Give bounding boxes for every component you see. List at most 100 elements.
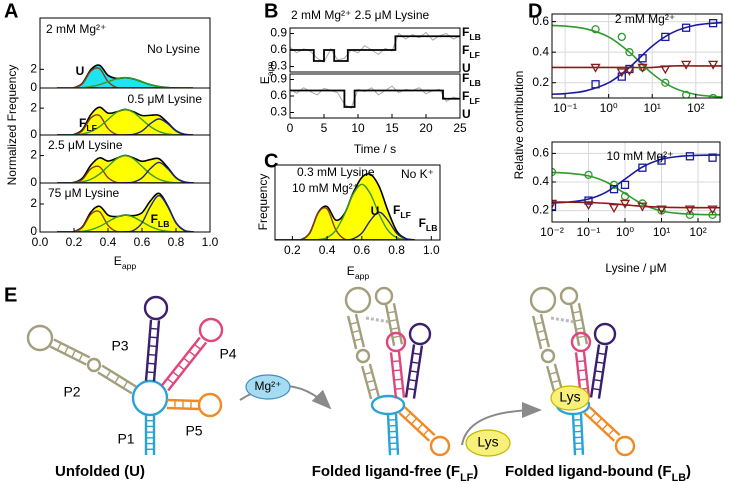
- base-pair: [549, 371, 558, 375]
- base-pair: [366, 379, 375, 384]
- junction-loop: [131, 379, 169, 417]
- stem-label: P1: [117, 431, 134, 447]
- fit-component: [57, 210, 193, 232]
- x-tick-label: 1.0: [423, 243, 440, 257]
- state-caption-part: Folded ligand-free (F: [312, 463, 460, 480]
- stem-label: P5: [185, 423, 202, 439]
- base-pair: [594, 370, 604, 373]
- subplot-title: No Lysine: [147, 42, 200, 56]
- base-pair: [408, 379, 417, 382]
- stem-strand: [577, 303, 589, 345]
- point: [552, 199, 558, 209]
- state-caption-part: ): [686, 463, 691, 480]
- base-pair: [597, 352, 606, 356]
- point: [608, 204, 620, 214]
- annotation: No K⁺: [401, 167, 434, 181]
- component-label-part: F: [79, 116, 86, 130]
- stem-strand: [389, 352, 398, 399]
- point: [681, 23, 691, 32]
- state-label-part: LB: [469, 32, 481, 42]
- base-pair: [411, 361, 420, 364]
- base-pair: [593, 379, 602, 382]
- stem-strand: [398, 412, 431, 442]
- point: [638, 163, 647, 172]
- tertiary-contact: [550, 316, 576, 324]
- point: [638, 54, 647, 63]
- point: [625, 48, 634, 57]
- base-pair: [577, 335, 586, 339]
- axes-frame: [289, 73, 461, 119]
- state-caption-part: Folded ligand-bound (F: [505, 463, 672, 480]
- axes-frame: [274, 164, 441, 241]
- state-caption-part: LB: [672, 472, 687, 484]
- base-pair: [391, 360, 401, 363]
- base-pair: [575, 327, 584, 331]
- base-pair: [578, 378, 588, 381]
- y-tick-label: 0.6: [532, 146, 549, 160]
- state-label-part: F: [462, 25, 469, 39]
- state-label: U: [462, 61, 471, 75]
- fit-component: [57, 165, 193, 183]
- point: [609, 184, 619, 194]
- step-fit: [290, 35, 460, 62]
- fit-component: [57, 154, 193, 183]
- base-pair: [78, 353, 84, 362]
- base-pair: [536, 329, 546, 334]
- x-tick-label: 0.4: [100, 235, 117, 249]
- base-pair: [147, 362, 156, 365]
- fit-component: [57, 67, 193, 88]
- fit-component: [57, 114, 193, 135]
- fit-component: [275, 211, 415, 240]
- point: [708, 19, 718, 28]
- base-pair: [592, 387, 601, 391]
- x-tick-label: 20: [419, 121, 433, 135]
- panel-label: A: [4, 0, 18, 22]
- state-label: FLF: [462, 89, 480, 106]
- x-tick-label: 10⁰: [600, 101, 618, 115]
- base-pair: [148, 345, 157, 348]
- component-label-part: LF: [86, 123, 97, 133]
- component-label: FLF: [79, 116, 97, 133]
- component-label-part: LB: [426, 223, 438, 233]
- base-pair: [574, 318, 583, 322]
- state-label-part: LF: [469, 50, 480, 60]
- fit-component: [57, 118, 194, 135]
- annotation: 2 mM Mg²⁺: [615, 12, 675, 26]
- y-tick-label: 2: [30, 62, 37, 76]
- x-axis-label: Lysine / μM: [605, 261, 666, 275]
- fit-component: [57, 108, 193, 135]
- base-pair: [393, 378, 403, 381]
- x-tick-label: 0.8: [168, 235, 185, 249]
- point: [661, 78, 670, 87]
- fit-component: [275, 183, 414, 240]
- state-label: FLF: [462, 43, 480, 60]
- loop: [529, 286, 557, 314]
- state-caption: Unfolded (U): [55, 463, 145, 480]
- base-pair: [538, 338, 548, 342]
- x-axis-label: Eapp: [347, 264, 370, 281]
- arrow: [461, 402, 542, 446]
- stem-strand: [152, 320, 161, 382]
- stem-strand: [384, 304, 396, 346]
- base-pair: [409, 370, 419, 373]
- stem-strand: [579, 413, 585, 455]
- loop: [593, 322, 617, 346]
- point: [620, 180, 630, 190]
- base-pair: [596, 361, 605, 364]
- point: [617, 32, 626, 42]
- fit-line: [552, 154, 720, 204]
- axes-frame: [551, 13, 723, 99]
- loop: [614, 435, 636, 457]
- base-pair: [56, 342, 62, 351]
- plot-area: [552, 19, 722, 98]
- base-pair: [387, 310, 396, 314]
- component-label: U: [76, 64, 85, 78]
- point: [591, 25, 600, 34]
- point: [707, 60, 719, 70]
- y-tick-label: 0: [30, 80, 37, 94]
- state-caption: Folded ligand-bound (FLB): [505, 463, 691, 484]
- subplot-title: 2 mM Mg²⁺ 2.5 μM Lysine: [291, 8, 429, 22]
- state-label-part: LF: [469, 96, 480, 106]
- state-caption: Folded ligand-free (FLF): [312, 463, 479, 484]
- tertiary-contact: [365, 316, 391, 324]
